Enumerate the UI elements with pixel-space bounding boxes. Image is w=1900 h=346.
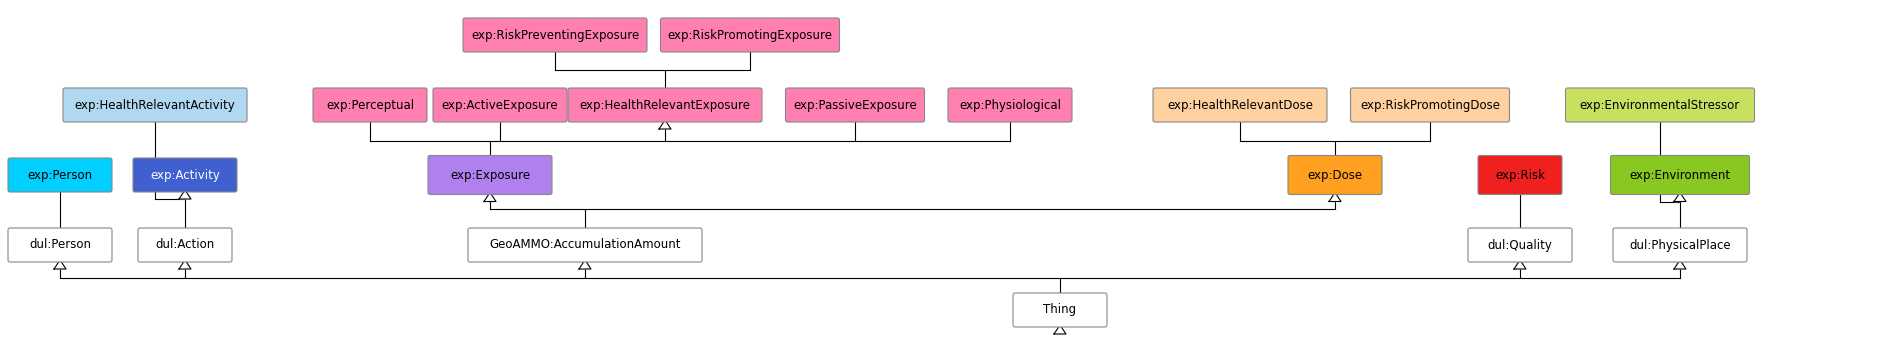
FancyBboxPatch shape bbox=[133, 158, 238, 192]
FancyBboxPatch shape bbox=[568, 88, 762, 122]
FancyBboxPatch shape bbox=[428, 155, 553, 194]
Text: Thing: Thing bbox=[1043, 303, 1077, 317]
FancyBboxPatch shape bbox=[1613, 228, 1746, 262]
FancyBboxPatch shape bbox=[1288, 155, 1381, 194]
Polygon shape bbox=[53, 260, 67, 269]
Polygon shape bbox=[1514, 260, 1526, 269]
Text: exp:RiskPromotingDose: exp:RiskPromotingDose bbox=[1360, 99, 1499, 111]
Polygon shape bbox=[1674, 260, 1685, 269]
FancyBboxPatch shape bbox=[1351, 88, 1509, 122]
FancyBboxPatch shape bbox=[1611, 155, 1750, 194]
Text: exp:Physiological: exp:Physiological bbox=[960, 99, 1060, 111]
Text: dul:Quality: dul:Quality bbox=[1488, 238, 1552, 252]
FancyBboxPatch shape bbox=[1469, 228, 1571, 262]
FancyBboxPatch shape bbox=[139, 228, 232, 262]
Text: exp:ActiveExposure: exp:ActiveExposure bbox=[441, 99, 559, 111]
FancyBboxPatch shape bbox=[661, 18, 840, 52]
FancyBboxPatch shape bbox=[314, 88, 428, 122]
Polygon shape bbox=[179, 190, 192, 199]
Text: GeoAMMO:AccumulationAmount: GeoAMMO:AccumulationAmount bbox=[490, 238, 680, 252]
FancyBboxPatch shape bbox=[1566, 88, 1754, 122]
Text: exp:Environment: exp:Environment bbox=[1630, 169, 1731, 182]
FancyBboxPatch shape bbox=[467, 228, 701, 262]
Text: exp:HealthRelevantActivity: exp:HealthRelevantActivity bbox=[74, 99, 236, 111]
FancyBboxPatch shape bbox=[63, 88, 247, 122]
Text: exp:Risk: exp:Risk bbox=[1495, 169, 1545, 182]
Text: dul:PhysicalPlace: dul:PhysicalPlace bbox=[1628, 238, 1731, 252]
Polygon shape bbox=[580, 260, 591, 269]
Text: dul:Action: dul:Action bbox=[156, 238, 215, 252]
FancyBboxPatch shape bbox=[948, 88, 1072, 122]
Text: dul:Person: dul:Person bbox=[28, 238, 91, 252]
Text: exp:EnvironmentalStressor: exp:EnvironmentalStressor bbox=[1581, 99, 1740, 111]
Polygon shape bbox=[179, 260, 192, 269]
FancyBboxPatch shape bbox=[1153, 88, 1326, 122]
FancyBboxPatch shape bbox=[8, 158, 112, 192]
Polygon shape bbox=[484, 192, 496, 201]
Text: exp:Person: exp:Person bbox=[27, 169, 93, 182]
Polygon shape bbox=[659, 120, 671, 129]
Text: exp:Exposure: exp:Exposure bbox=[450, 169, 530, 182]
Text: exp:PassiveExposure: exp:PassiveExposure bbox=[792, 99, 918, 111]
FancyBboxPatch shape bbox=[1013, 293, 1108, 327]
Text: exp:Activity: exp:Activity bbox=[150, 169, 220, 182]
Text: exp:RiskPromotingExposure: exp:RiskPromotingExposure bbox=[667, 28, 832, 42]
Text: exp:Perceptual: exp:Perceptual bbox=[327, 99, 414, 111]
Text: exp:RiskPreventingExposure: exp:RiskPreventingExposure bbox=[471, 28, 638, 42]
FancyBboxPatch shape bbox=[433, 88, 566, 122]
FancyBboxPatch shape bbox=[1478, 155, 1562, 194]
FancyBboxPatch shape bbox=[464, 18, 648, 52]
Polygon shape bbox=[1054, 325, 1066, 334]
Text: exp:HealthRelevantDose: exp:HealthRelevantDose bbox=[1167, 99, 1313, 111]
FancyBboxPatch shape bbox=[785, 88, 925, 122]
Polygon shape bbox=[1328, 192, 1341, 201]
Text: exp:HealthRelevantExposure: exp:HealthRelevantExposure bbox=[580, 99, 750, 111]
Polygon shape bbox=[1674, 192, 1685, 201]
FancyBboxPatch shape bbox=[8, 228, 112, 262]
Text: exp:Dose: exp:Dose bbox=[1307, 169, 1362, 182]
